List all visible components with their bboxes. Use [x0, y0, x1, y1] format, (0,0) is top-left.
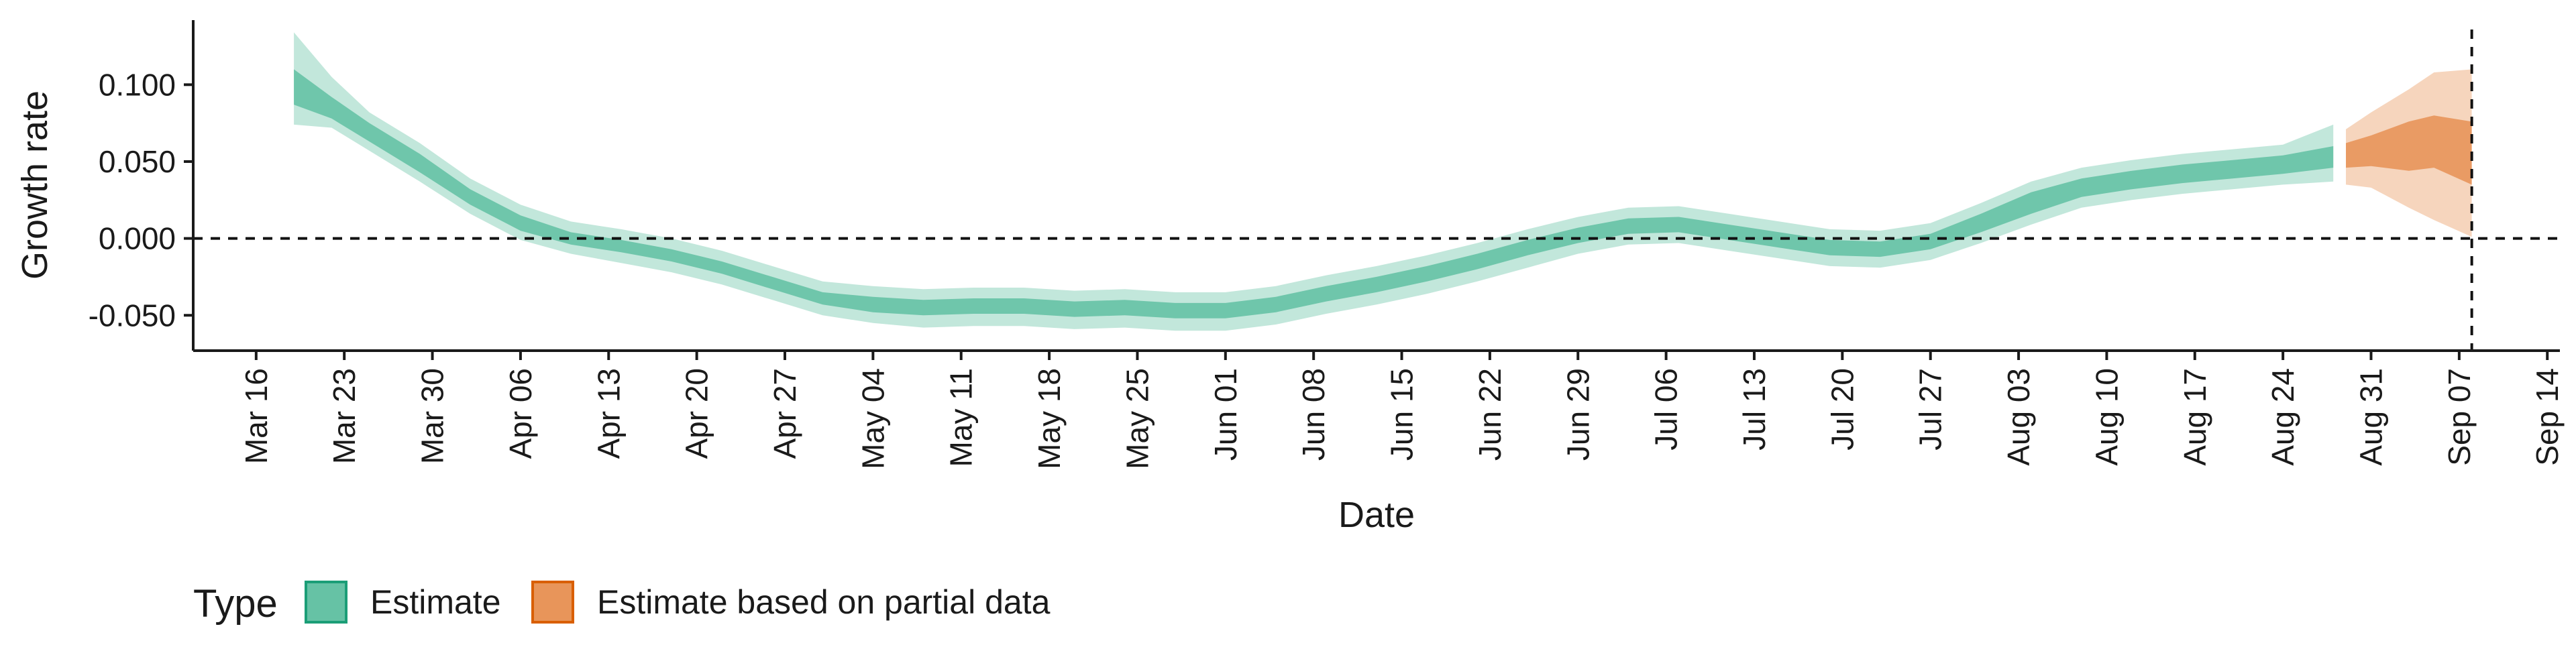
- partial-data-inner-band: [2346, 115, 2472, 185]
- x-tick-label: Jul 27: [1913, 368, 1948, 451]
- x-tick-label: Jul 06: [1649, 368, 1684, 451]
- x-tick-label: Sep 07: [2442, 368, 2477, 466]
- x-axis-title: Date: [1338, 495, 1415, 535]
- x-tick-label: Sep 14: [2530, 368, 2565, 466]
- x-tick-label: Aug 10: [2089, 368, 2124, 466]
- x-tick-label: Mar 30: [415, 368, 450, 464]
- x-tick-label: May 04: [855, 368, 890, 469]
- x-tick-label: Mar 23: [327, 368, 362, 464]
- x-tick-label: Jun 01: [1208, 368, 1243, 461]
- legend: Type Estimate Estimate based on partial …: [193, 581, 1051, 626]
- x-tick-label: Apr 13: [591, 368, 626, 459]
- x-tick-label: May 18: [1032, 368, 1067, 469]
- y-ticks: -0.050 0.000 0.050 0.100: [89, 67, 193, 333]
- x-tick-label: Aug 17: [2178, 368, 2212, 466]
- reference-lines-layer: [193, 30, 2560, 351]
- legend-swatch-estimate: [305, 581, 347, 624]
- y-tick-label: 0.050: [99, 144, 176, 179]
- x-tick-label: Jun 22: [1472, 368, 1507, 461]
- estimate-outer-band: [294, 32, 2334, 331]
- x-ticks: Mar 16 Mar 23 Mar 30 Apr 06 Apr 13 Apr 20 Apr …: [239, 351, 2565, 469]
- legend-title: Type: [193, 582, 278, 626]
- x-tick-label: Apr 20: [680, 368, 714, 459]
- y-tick-label: 0.000: [99, 221, 176, 256]
- x-tick-label: May 25: [1120, 368, 1155, 469]
- x-tick-label: Jun 29: [1560, 368, 1595, 461]
- x-tick-label: Jul 20: [1825, 368, 1860, 451]
- x-tick-label: Apr 06: [503, 368, 538, 459]
- y-axis-title: Growth rate: [15, 91, 55, 280]
- x-tick-label: Aug 31: [2354, 368, 2389, 466]
- x-tick-label: Aug 24: [2265, 368, 2300, 466]
- legend-label-estimate: Estimate: [370, 583, 501, 621]
- x-tick-label: Jun 08: [1296, 368, 1331, 461]
- x-tick-label: Aug 03: [2001, 368, 2036, 466]
- legend-swatch-partial-data: [531, 581, 574, 624]
- x-tick-label: Mar 16: [239, 368, 274, 464]
- estimate-bands-layer: [294, 32, 2472, 331]
- y-tick-label: 0.100: [99, 67, 176, 102]
- y-tick-label: -0.050: [89, 298, 176, 333]
- x-tick-label: Jun 15: [1385, 368, 1419, 461]
- x-tick-label: Apr 27: [767, 368, 802, 459]
- legend-label-partial-data: Estimate based on partial data: [597, 583, 1051, 621]
- x-tick-label: May 11: [944, 368, 979, 467]
- x-tick-label: Jul 13: [1737, 368, 1772, 451]
